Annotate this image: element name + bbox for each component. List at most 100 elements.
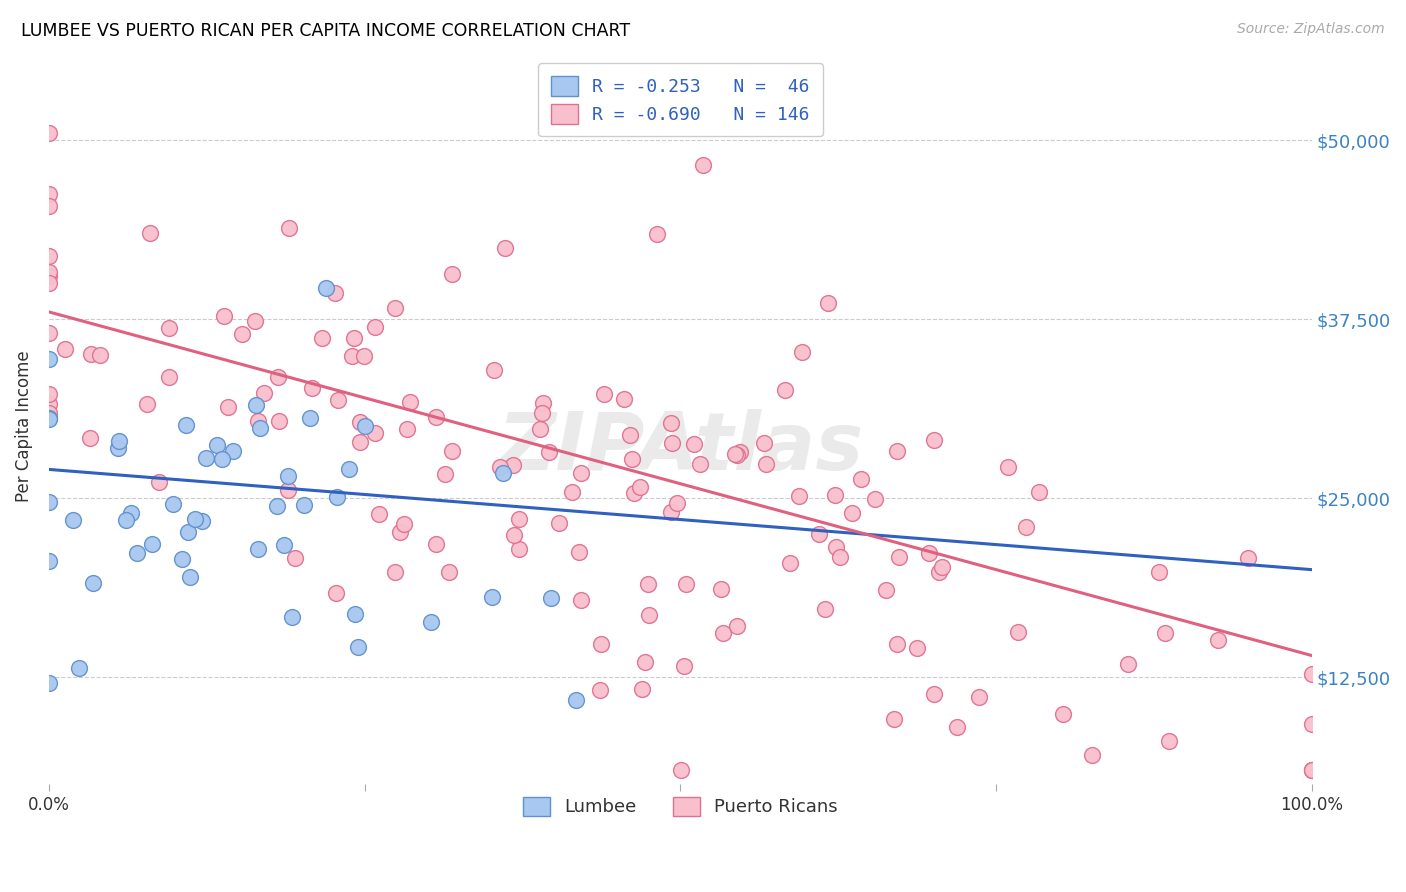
Point [354, 419, 377, 434]
Point [673, 659, 696, 673]
Point [634, 655, 657, 669]
Point [38, 676, 60, 690]
Point [531, 407, 554, 421]
Point [661, 435, 683, 450]
Point [752, 435, 775, 450]
Point [205, 438, 228, 452]
Legend: Lumbee, Puerto Ricans: Lumbee, Puerto Ricans [513, 788, 846, 825]
Point [1206, 633, 1229, 648]
Point [399, 394, 422, 409]
Point [887, 550, 910, 565]
Point [340, 349, 363, 363]
Point [494, 241, 516, 255]
Point [484, 363, 506, 377]
Point [1301, 717, 1323, 731]
Point [277, 221, 299, 235]
Point [502, 528, 524, 542]
Point [353, 349, 375, 363]
Point [38, 248, 60, 262]
Point [266, 369, 288, 384]
Point [931, 560, 953, 574]
Point [886, 637, 908, 651]
Point [529, 422, 551, 436]
Point [645, 227, 668, 242]
Point [789, 489, 811, 503]
Text: ZIPAtlas: ZIPAtlas [498, 409, 863, 487]
Point [89, 348, 111, 362]
Point [425, 537, 447, 551]
Point [38, 276, 60, 290]
Point [38, 326, 60, 340]
Point [1301, 763, 1323, 777]
Point [886, 443, 908, 458]
Point [1154, 626, 1177, 640]
Point [363, 319, 385, 334]
Point [139, 226, 162, 240]
Point [245, 398, 267, 412]
Point [593, 387, 616, 401]
Point [79, 347, 101, 361]
Point [849, 472, 872, 486]
Point [38, 126, 60, 140]
Point [928, 565, 950, 579]
Point [269, 414, 291, 428]
Point [217, 400, 239, 414]
Text: Source: ZipAtlas.com: Source: ZipAtlas.com [1237, 22, 1385, 37]
Point [613, 392, 636, 407]
Point [342, 331, 364, 345]
Point [38, 397, 60, 411]
Point [115, 513, 138, 527]
Point [967, 690, 990, 705]
Point [62, 512, 84, 526]
Point [540, 591, 562, 606]
Point [315, 281, 337, 295]
Point [249, 421, 271, 435]
Point [120, 506, 142, 520]
Point [922, 433, 945, 447]
Point [212, 309, 235, 323]
Point [337, 462, 360, 476]
Point [38, 186, 60, 201]
Point [728, 445, 751, 459]
Point [548, 516, 571, 530]
Point [755, 457, 778, 471]
Point [659, 505, 682, 519]
Point [773, 383, 796, 397]
Point [284, 550, 307, 565]
Point [79, 431, 101, 445]
Point [725, 449, 748, 463]
Point [108, 434, 131, 449]
Point [508, 512, 530, 526]
Point [918, 546, 941, 560]
Point [537, 445, 560, 459]
Point [349, 435, 371, 450]
Point [246, 414, 269, 428]
Point [561, 485, 583, 500]
Point [347, 640, 370, 654]
Point [905, 641, 928, 656]
Point [659, 416, 682, 430]
Point [277, 483, 299, 497]
Point [323, 285, 346, 300]
Point [157, 370, 180, 384]
Point [38, 269, 60, 284]
Point [245, 314, 267, 328]
Point [364, 425, 387, 440]
Point [148, 475, 170, 489]
Point [569, 593, 592, 607]
Point [531, 396, 554, 410]
Point [564, 693, 586, 707]
Point [671, 763, 693, 777]
Point [1301, 763, 1323, 777]
Point [384, 565, 406, 579]
Point [790, 345, 813, 359]
Point [396, 422, 419, 436]
Point [194, 451, 217, 466]
Point [689, 457, 711, 471]
Point [343, 607, 366, 622]
Point [172, 552, 194, 566]
Point [824, 488, 846, 502]
Point [711, 626, 734, 640]
Point [1157, 734, 1180, 748]
Point [384, 301, 406, 315]
